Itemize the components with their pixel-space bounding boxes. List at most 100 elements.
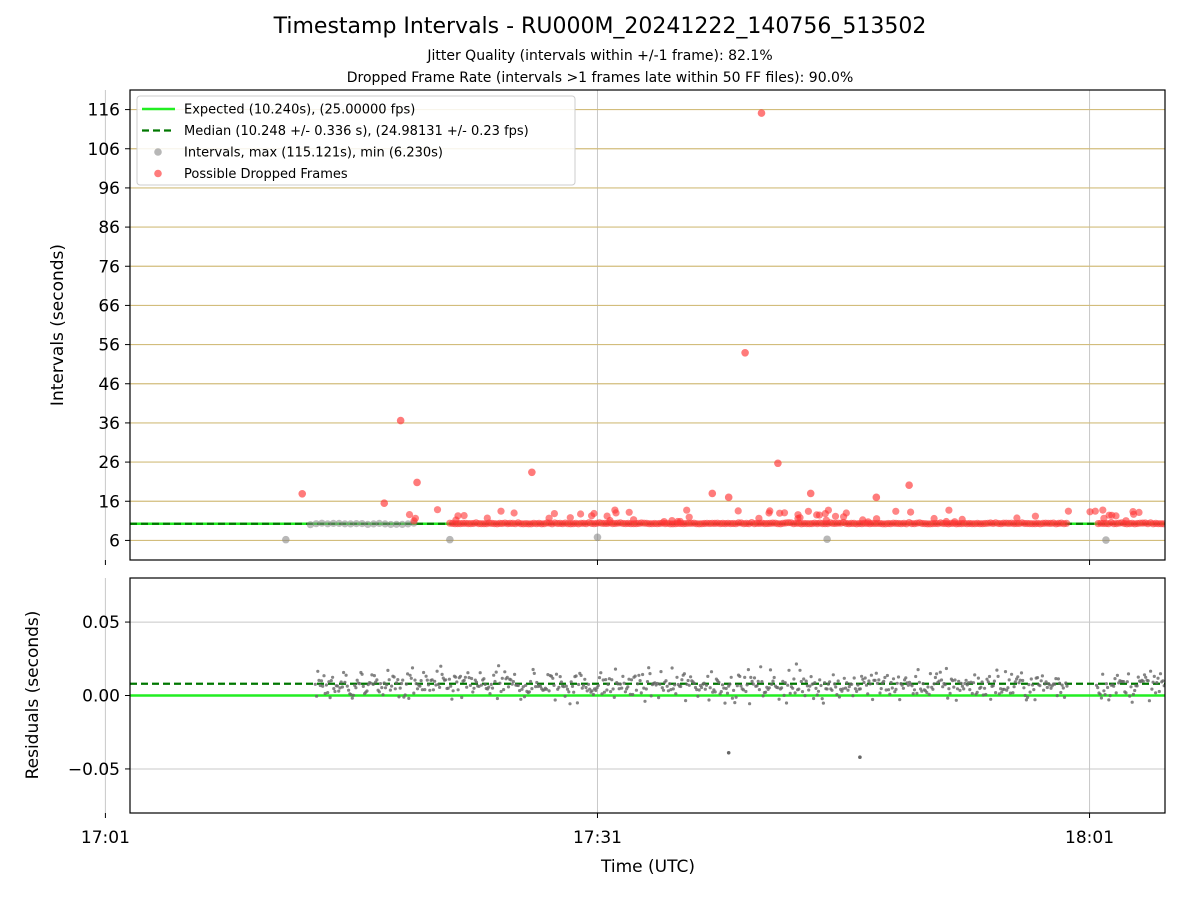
interval-point xyxy=(375,519,383,528)
intervals-y-tick-label: 26 xyxy=(98,453,120,473)
legend-entry-label: Expected (10.240s), (25.00000 fps) xyxy=(184,103,415,118)
residual-point xyxy=(877,678,881,682)
residual-point xyxy=(793,691,797,695)
residual-point xyxy=(863,676,867,680)
residual-point xyxy=(738,674,742,679)
residual-point xyxy=(960,684,965,688)
residual-point xyxy=(938,670,942,674)
residual-point xyxy=(382,681,386,685)
residual-point xyxy=(535,680,539,685)
residual-point xyxy=(840,689,844,693)
residual-point xyxy=(1003,670,1008,674)
residual-point xyxy=(867,679,871,683)
residual-point xyxy=(563,694,567,698)
residual-point xyxy=(864,683,869,687)
residual-point xyxy=(963,681,967,686)
residual-point xyxy=(925,690,929,695)
residual-point xyxy=(404,682,408,686)
residual-point xyxy=(975,690,979,695)
residuals-panel: −0.050.000.0514:3115:0115:3116:0116:3117… xyxy=(68,577,1166,848)
residual-point xyxy=(952,685,956,689)
residual-point xyxy=(641,672,645,677)
residual-point xyxy=(958,688,962,693)
residual-point xyxy=(1000,690,1004,694)
residual-point xyxy=(569,680,573,684)
residual-point xyxy=(709,670,714,674)
interval-point xyxy=(392,520,401,528)
residual-point xyxy=(581,683,586,687)
residual-point xyxy=(532,671,536,676)
residual-point xyxy=(520,687,524,691)
residual-point xyxy=(711,690,715,694)
residual-point xyxy=(431,688,435,692)
residual-point xyxy=(527,690,532,694)
residual-point xyxy=(407,696,411,701)
residual-point xyxy=(890,686,894,690)
residual-point xyxy=(749,675,753,680)
residual-point xyxy=(684,699,688,703)
residual-point xyxy=(967,681,971,685)
residual-point xyxy=(755,684,759,688)
residual-point xyxy=(794,662,799,666)
residual-point xyxy=(1102,689,1106,693)
residual-point xyxy=(1028,690,1032,694)
residual-point xyxy=(719,690,723,694)
residual-point xyxy=(463,675,467,679)
residual-point xyxy=(489,682,493,687)
residual-point xyxy=(764,690,768,694)
dropped-frame-point xyxy=(497,507,505,515)
residual-point xyxy=(744,689,748,694)
residuals-y-tick-label: −0.05 xyxy=(68,760,120,780)
residual-point xyxy=(511,680,515,684)
residual-point xyxy=(618,682,623,686)
residual-point xyxy=(375,678,379,682)
residual-point xyxy=(916,668,920,672)
residual-point xyxy=(671,687,675,691)
residual-point xyxy=(570,684,575,689)
residual-point xyxy=(474,680,479,684)
residual-point xyxy=(883,675,887,680)
residual-point xyxy=(879,687,883,691)
residual-point xyxy=(333,689,337,694)
residual-point xyxy=(664,679,668,683)
residual-point xyxy=(574,674,578,678)
dropped-frame-point xyxy=(410,517,418,525)
residual-point xyxy=(406,672,410,676)
residual-point xyxy=(687,683,691,687)
dropped-frame-point xyxy=(873,515,881,523)
residual-point xyxy=(524,683,528,688)
residual-point xyxy=(815,693,819,697)
residual-point xyxy=(1112,684,1116,688)
residual-point xyxy=(495,696,499,701)
residual-point xyxy=(791,686,795,690)
residual-point xyxy=(804,679,808,683)
residual-point xyxy=(326,691,330,695)
residual-point xyxy=(885,673,890,678)
residual-point xyxy=(399,681,404,686)
residual-point xyxy=(599,671,603,675)
residual-point xyxy=(900,683,904,687)
residual-point xyxy=(345,684,349,688)
intervals-legend: Expected (10.240s), (25.00000 fps) Median… xyxy=(136,95,576,186)
dropped-frame-point xyxy=(1112,512,1120,520)
residual-point xyxy=(873,678,877,683)
residual-point xyxy=(661,688,666,692)
residual-point xyxy=(648,672,652,676)
residual-point xyxy=(1101,672,1105,676)
residual-point xyxy=(579,673,583,678)
residual-point xyxy=(387,678,391,682)
residual-point xyxy=(547,689,551,693)
dropped-frame-point xyxy=(405,510,414,519)
residual-point xyxy=(986,680,990,684)
residual-point xyxy=(577,682,581,687)
residual-point xyxy=(331,675,335,679)
residual-point xyxy=(1129,685,1133,689)
residual-point xyxy=(932,682,936,686)
residual-point xyxy=(505,675,509,680)
intervals-y-tick-label: 116 xyxy=(88,101,120,121)
residual-point xyxy=(397,695,401,699)
residual-point xyxy=(906,683,910,687)
interval-point xyxy=(358,520,366,528)
residual-point xyxy=(388,688,392,692)
residual-point xyxy=(915,691,919,695)
